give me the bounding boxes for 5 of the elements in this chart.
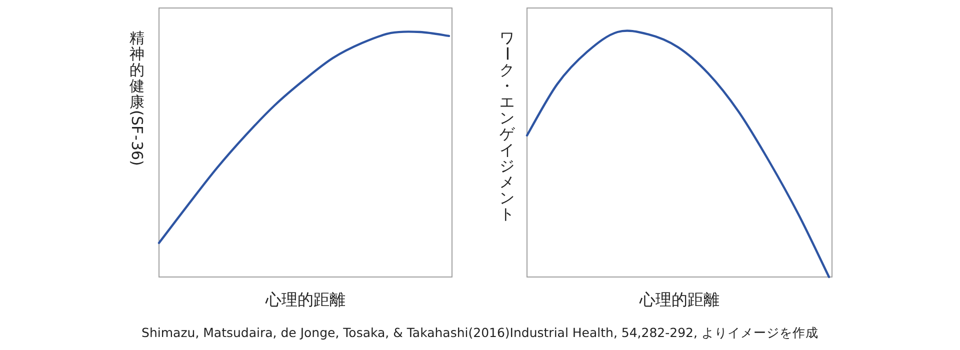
- text: 精神的健康(SF-36): [128, 29, 146, 166]
- text: ワーク・エンゲイジメント: [498, 29, 516, 223]
- x-axis-title: 心理的距離: [264, 290, 346, 309]
- x-axis-title: 心理的距離: [638, 290, 720, 309]
- text: Shimazu, Matsudaira, de Jonge, Tosaka, & Takahashi(2016)Industrial Health, 54,282-292, よりイメージを作成: [142, 325, 818, 340]
